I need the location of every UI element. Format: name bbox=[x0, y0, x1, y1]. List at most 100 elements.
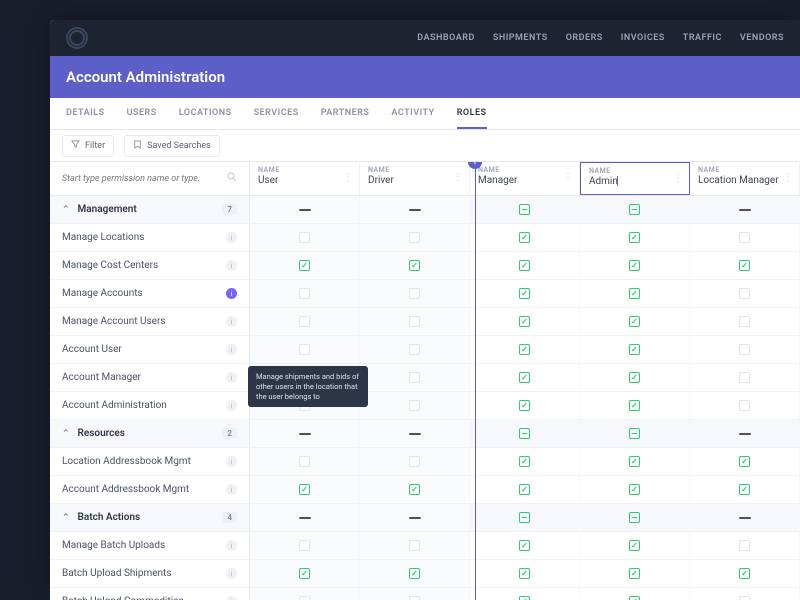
perm-cell[interactable] bbox=[580, 532, 690, 559]
perm-cell[interactable] bbox=[250, 252, 360, 279]
group-row[interactable]: ⌃Batch Actions4 bbox=[50, 504, 800, 532]
nav-invoices[interactable]: INVOICES bbox=[621, 33, 665, 43]
perm-cell[interactable] bbox=[360, 364, 470, 391]
info-icon[interactable]: i bbox=[226, 232, 237, 243]
nav-orders[interactable]: ORDERS bbox=[566, 33, 603, 43]
perm-cell[interactable] bbox=[470, 588, 580, 600]
perm-cell[interactable] bbox=[360, 196, 470, 223]
perm-cell[interactable] bbox=[250, 336, 360, 363]
perm-cell[interactable] bbox=[360, 448, 470, 475]
perm-cell[interactable] bbox=[470, 196, 580, 223]
nav-vendors[interactable]: VENDORS bbox=[740, 33, 784, 43]
info-icon[interactable]: i bbox=[226, 400, 237, 411]
perm-cell[interactable] bbox=[470, 364, 580, 391]
perm-cell[interactable] bbox=[690, 560, 800, 587]
info-icon[interactable]: i bbox=[226, 484, 237, 495]
perm-cell[interactable] bbox=[360, 336, 470, 363]
info-icon[interactable]: i bbox=[226, 316, 237, 327]
tab-partners[interactable]: PARTNERS bbox=[321, 98, 370, 129]
perm-cell[interactable] bbox=[470, 448, 580, 475]
perm-cell[interactable] bbox=[470, 392, 580, 419]
perm-cell[interactable] bbox=[470, 224, 580, 251]
perm-cell[interactable] bbox=[690, 588, 800, 600]
role-column-3[interactable]: NAMEAdmin⋮ bbox=[580, 162, 690, 195]
perm-cell[interactable] bbox=[250, 280, 360, 307]
role-column-2[interactable]: NAMEManager⋮ bbox=[470, 162, 580, 195]
perm-cell[interactable] bbox=[580, 364, 690, 391]
perm-cell[interactable] bbox=[470, 420, 580, 447]
perm-cell[interactable] bbox=[470, 280, 580, 307]
perm-cell[interactable] bbox=[360, 224, 470, 251]
perm-cell[interactable] bbox=[580, 252, 690, 279]
perm-cell[interactable] bbox=[580, 420, 690, 447]
tab-activity[interactable]: ACTIVITY bbox=[391, 98, 434, 129]
perm-cell[interactable] bbox=[470, 336, 580, 363]
perm-cell[interactable] bbox=[360, 420, 470, 447]
perm-cell[interactable] bbox=[580, 476, 690, 503]
perm-cell[interactable] bbox=[250, 224, 360, 251]
role-column-1[interactable]: NAMEDriver⋮ bbox=[360, 162, 470, 195]
info-icon[interactable]: i bbox=[226, 344, 237, 355]
role-column-4[interactable]: NAMELocation Manager⋮ bbox=[690, 162, 800, 195]
logo-icon[interactable] bbox=[66, 27, 88, 49]
perm-cell[interactable] bbox=[250, 196, 360, 223]
perm-cell[interactable] bbox=[250, 532, 360, 559]
perm-cell[interactable] bbox=[690, 308, 800, 335]
perm-cell[interactable] bbox=[250, 448, 360, 475]
perm-cell[interactable] bbox=[360, 560, 470, 587]
info-icon[interactable]: i bbox=[226, 288, 237, 299]
perm-cell[interactable] bbox=[690, 504, 800, 531]
perm-cell[interactable] bbox=[360, 476, 470, 503]
info-icon[interactable]: i bbox=[226, 260, 237, 271]
perm-cell[interactable] bbox=[580, 392, 690, 419]
info-icon[interactable]: i bbox=[226, 596, 237, 600]
perm-cell[interactable] bbox=[360, 392, 470, 419]
tab-details[interactable]: DETAILS bbox=[66, 98, 105, 129]
perm-cell[interactable] bbox=[690, 364, 800, 391]
perm-cell[interactable] bbox=[360, 280, 470, 307]
perm-cell[interactable] bbox=[690, 336, 800, 363]
perm-cell[interactable] bbox=[580, 196, 690, 223]
group-row[interactable]: ⌃Management7 bbox=[50, 196, 800, 224]
perm-cell[interactable] bbox=[580, 280, 690, 307]
perm-cell[interactable] bbox=[250, 308, 360, 335]
nav-traffic[interactable]: TRAFFIC bbox=[683, 33, 722, 43]
perm-cell[interactable] bbox=[470, 532, 580, 559]
perm-cell[interactable] bbox=[360, 588, 470, 600]
perm-cell[interactable] bbox=[580, 560, 690, 587]
perm-cell[interactable] bbox=[250, 420, 360, 447]
perm-cell[interactable] bbox=[690, 224, 800, 251]
info-icon[interactable]: i bbox=[226, 540, 237, 551]
perm-cell[interactable] bbox=[470, 476, 580, 503]
info-icon[interactable]: i bbox=[226, 372, 237, 383]
perm-cell[interactable] bbox=[250, 476, 360, 503]
perm-cell[interactable] bbox=[470, 308, 580, 335]
perm-cell[interactable] bbox=[690, 532, 800, 559]
perm-cell[interactable] bbox=[580, 504, 690, 531]
role-column-0[interactable]: NAMEUser⋮ bbox=[250, 162, 360, 195]
perm-cell[interactable] bbox=[470, 252, 580, 279]
info-icon[interactable]: i bbox=[226, 568, 237, 579]
tab-locations[interactable]: LOCATIONS bbox=[179, 98, 232, 129]
perm-cell[interactable] bbox=[360, 532, 470, 559]
perm-cell[interactable] bbox=[250, 504, 360, 531]
perm-cell[interactable] bbox=[250, 588, 360, 600]
perm-cell[interactable] bbox=[470, 504, 580, 531]
nav-shipments[interactable]: SHIPMENTS bbox=[493, 33, 548, 43]
perm-cell[interactable] bbox=[690, 252, 800, 279]
perm-cell[interactable] bbox=[690, 420, 800, 447]
tab-roles[interactable]: ROLES bbox=[457, 98, 487, 129]
kebab-icon[interactable]: ⋮ bbox=[343, 172, 353, 183]
group-row[interactable]: ⌃Resources2 bbox=[50, 420, 800, 448]
tab-users[interactable]: USERS bbox=[127, 98, 157, 129]
perm-cell[interactable] bbox=[360, 308, 470, 335]
search-input[interactable] bbox=[62, 174, 227, 184]
perm-cell[interactable] bbox=[580, 336, 690, 363]
perm-cell[interactable] bbox=[580, 224, 690, 251]
perm-cell[interactable] bbox=[360, 504, 470, 531]
kebab-icon[interactable]: ⋮ bbox=[673, 173, 683, 184]
tab-services[interactable]: SERVICES bbox=[254, 98, 299, 129]
perm-cell[interactable] bbox=[690, 392, 800, 419]
perm-cell[interactable] bbox=[690, 448, 800, 475]
kebab-icon[interactable]: ⋮ bbox=[783, 172, 793, 183]
